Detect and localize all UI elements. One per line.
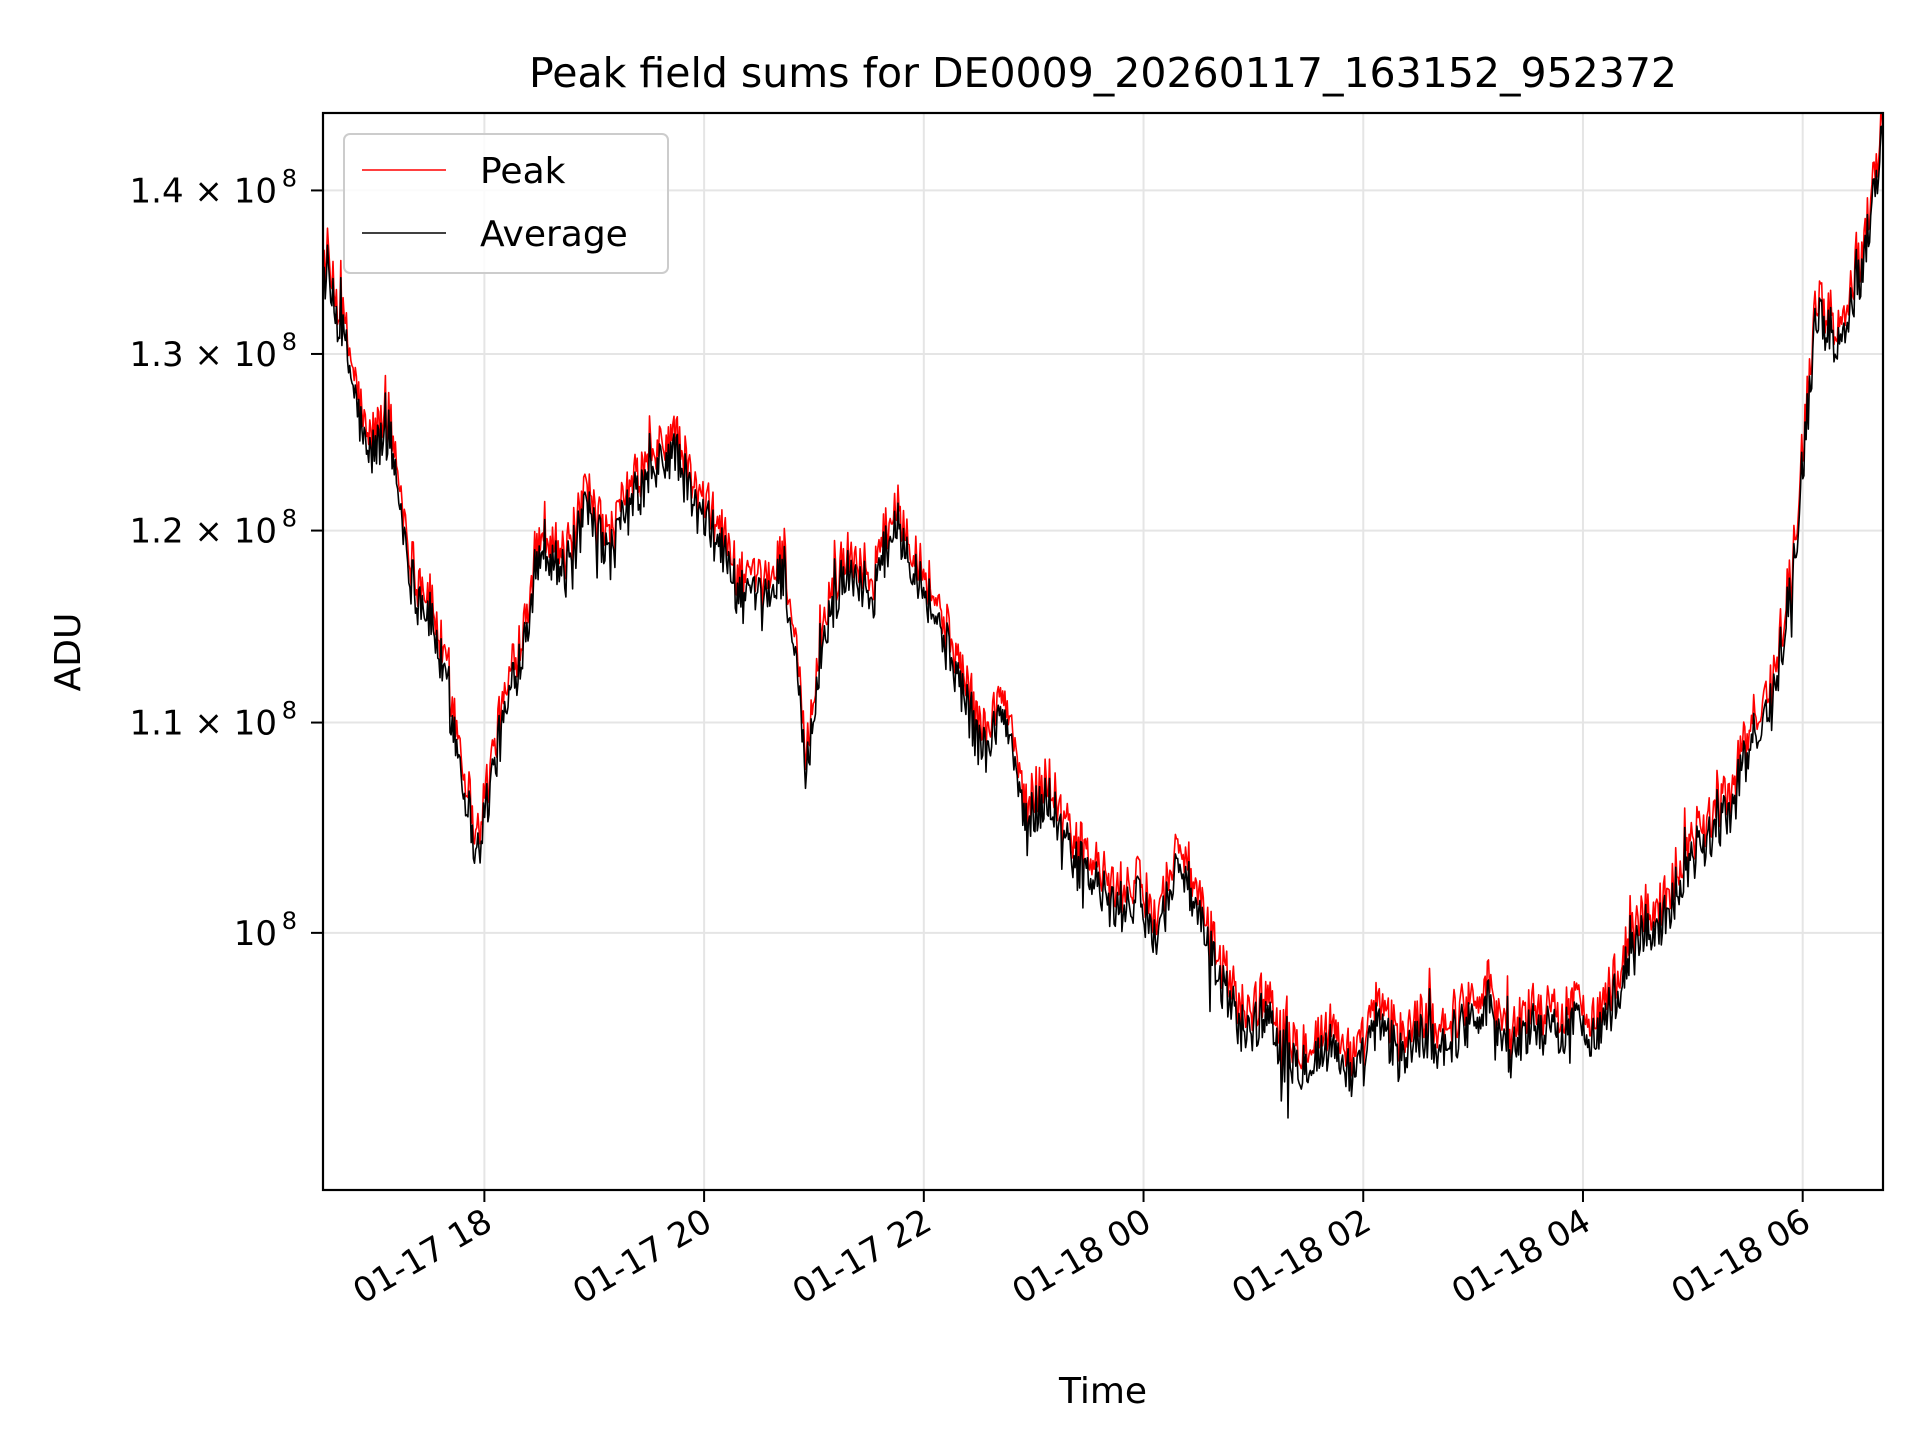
y-tick-label-base: 10 <box>234 914 277 954</box>
y-tick-exponent: 8 <box>282 697 297 725</box>
gridlines <box>323 113 1883 1190</box>
y-tick-label: 1.1 × 10 <box>130 704 277 744</box>
legend: Peak Average <box>343 133 669 274</box>
y-tick-label-base: 1.3 × 10 <box>130 335 277 375</box>
y-tick-label-base: 1.4 × 10 <box>130 171 277 211</box>
y-tick-exponent: 8 <box>282 505 297 533</box>
chart-title: Peak field sums for DE0009_20260117_1631… <box>529 49 1677 97</box>
y-tick-label: 1.2 × 10 <box>130 512 277 552</box>
x-axis-label: Time <box>1058 1371 1147 1412</box>
y-tick-label-base: 1.1 × 10 <box>130 704 277 744</box>
legend-average-label: Average <box>480 214 628 255</box>
y-tick-label: 1.4 × 10 <box>130 171 277 211</box>
y-tick-exponent: 8 <box>282 164 297 192</box>
y-axis-ticks: 10 81.1 × 10 81.2 × 10 81.3 × 10 81.4 × 10 8 <box>130 164 323 954</box>
y-tick-exponent: 8 <box>282 328 297 356</box>
series-lines <box>323 113 1883 1119</box>
y-tick-label: 10 <box>234 914 277 954</box>
legend-peak-label: Peak <box>480 151 566 192</box>
series-line-average <box>323 125 1883 1119</box>
plot-frame <box>321 111 1885 1192</box>
y-tick-exponent: 8 <box>282 907 297 935</box>
y-axis-label: ADU <box>48 613 89 692</box>
y-tick-label: 1.3 × 10 <box>130 335 277 375</box>
y-tick-label-base: 1.2 × 10 <box>130 512 277 552</box>
legend-box <box>343 133 669 274</box>
